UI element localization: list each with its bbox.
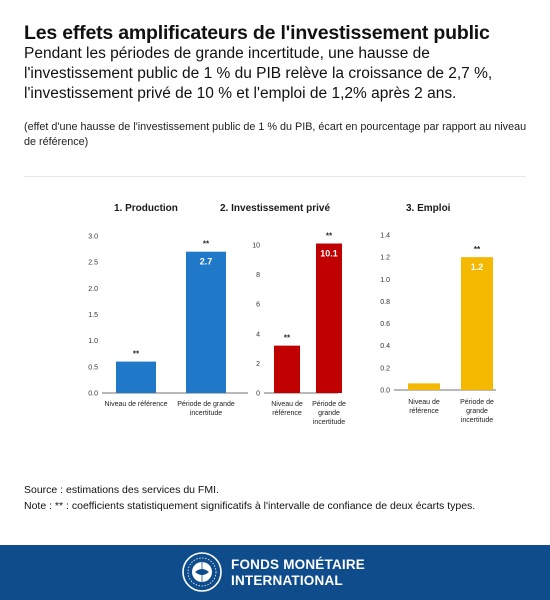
chart-caption: (effet d'une hausse de l'investissement … [24,121,527,148]
x-category-label: Niveau de référence [104,401,167,408]
y-tick-label: 0.6 [380,321,390,328]
x-category-label: référence [409,408,439,415]
footer-bar: FONDS MONÉTAIRE INTERNATIONAL [0,545,550,600]
significance-marker: ** [326,232,333,241]
y-tick-label: 1.0 [88,338,98,345]
y-tick-label: 1.4 [380,233,390,240]
x-category-label: référence [272,410,302,417]
x-category-label: Période de [312,401,346,408]
panel-title: 1. Production [114,203,178,214]
panel-title: 3. Emploi [406,203,451,214]
x-category-label: grande [466,408,488,415]
bar [316,243,342,393]
bar [274,345,300,393]
y-tick-label: 0.0 [88,391,98,398]
y-tick-label: 0 [256,391,260,398]
bar [116,361,156,393]
x-category-label: incertitude [461,417,493,424]
x-category-label: incertitude [313,419,345,426]
x-category-label: Période de grande [177,401,235,408]
bar [408,383,440,390]
y-tick-label: 6 [256,302,260,309]
significance-marker: ** [284,334,291,343]
y-tick-label: 10 [252,243,260,250]
y-tick-label: 2.5 [88,260,98,267]
page-title: Les effets amplificateurs de l'investiss… [24,22,490,44]
org-name: FONDS MONÉTAIRE INTERNATIONAL [231,557,365,589]
y-tick-label: 0.8 [380,299,390,306]
significance-marker: ** [133,350,140,359]
panel-title: 2. Investissement privé [220,203,330,214]
y-tick-label: 1.5 [88,312,98,319]
significance-marker: ** [474,245,481,254]
y-tick-label: 2.0 [88,286,98,293]
org-name-line2: INTERNATIONAL [231,573,343,588]
y-tick-label: 1.2 [380,255,390,262]
chart-area: 1. Production 0.0 0.5 1.0 1.5 2.0 2.5 3.0 ** 2.7 *… [24,176,526,453]
x-category-label: Niveau de [271,401,303,408]
y-tick-label: 2 [256,361,260,368]
bar-value-label: 1.2 [471,262,484,272]
y-tick-label: 1.0 [380,277,390,284]
bar [461,257,493,390]
y-tick-label: 8 [256,272,260,279]
y-tick-label: 0.2 [380,365,390,372]
y-tick-label: 0.0 [380,388,390,395]
charts-svg: 1. Production 0.0 0.5 1.0 1.5 2.0 2.5 3.0 ** 2.7 *… [88,203,496,426]
bar [186,251,226,393]
y-tick-label: 4 [256,331,260,338]
y-tick-label: 0.4 [380,343,390,350]
imf-seal-icon [181,551,223,593]
y-tick-label: 3.0 [88,234,98,241]
source-note: Source : estimations des services du FMI… [24,484,219,496]
org-name-line1: FONDS MONÉTAIRE [231,557,365,572]
x-category-label: Niveau de [408,399,440,406]
page-subtitle: Pendant les périodes de grande incertitu… [24,45,493,102]
y-tick-label: 0.5 [88,364,98,371]
bar-value-label: 10.1 [320,249,338,259]
bar-value-label: 2.7 [200,257,213,267]
significance-marker: ** [203,240,210,249]
significance-note: Note : ** : coefficients statistiquement… [24,500,476,512]
x-category-label: incertitude [190,410,222,417]
x-category-label: grande [318,410,340,417]
x-category-label: Période de [460,399,494,406]
chart-notes: Source : estimations des services du FMI… [24,482,475,514]
